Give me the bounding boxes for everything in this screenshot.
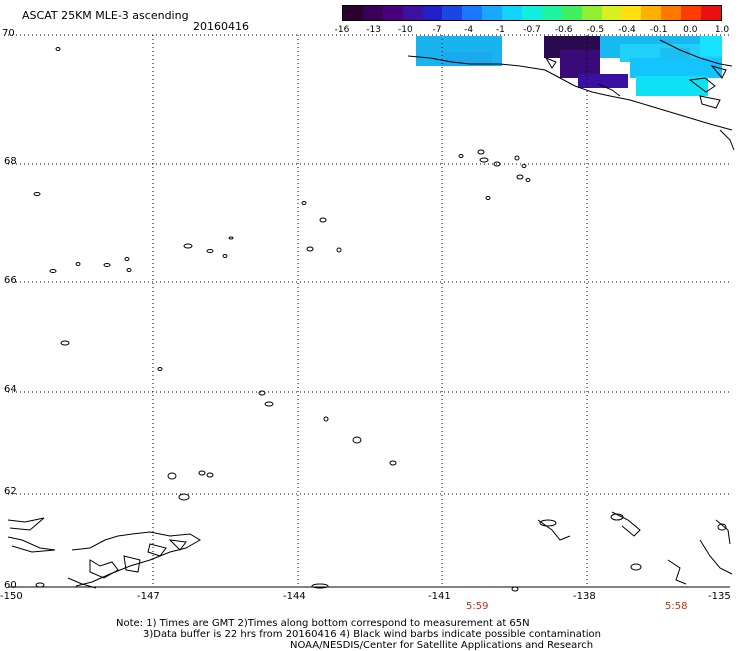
note-line-1: Note: 1) Times are GMT 2)Times along bot… — [116, 618, 530, 629]
product-date: 20160416 — [193, 20, 249, 33]
colorbar-swatch — [541, 6, 562, 20]
colorbar-swatch — [681, 6, 702, 20]
colorbar-swatch — [402, 6, 423, 20]
colorbar-swatch — [442, 6, 463, 20]
colorbar-label: -0.4 — [618, 25, 636, 35]
colorbar-swatch — [641, 6, 662, 20]
colorbar-swatch — [343, 6, 363, 20]
colorbar-label: -4 — [464, 25, 474, 35]
lon-label-150w: -150 — [0, 591, 23, 602]
product-title: ASCAT 25KM MLE-3 ascending — [22, 9, 189, 22]
swath-time-2: 5:58 — [665, 601, 688, 612]
colorbar-swatch — [482, 6, 503, 20]
lat-label-64: 64 — [4, 384, 17, 395]
colorbar-label: -0.1 — [649, 25, 668, 35]
wind-data-swath — [416, 36, 722, 96]
colorbar-swatch — [422, 6, 443, 20]
lat-label-70: 70 — [2, 28, 15, 39]
lon-label-141w: -141 — [428, 591, 451, 602]
colorbar-label: -0.7 — [523, 25, 541, 35]
colorbar-label: -0.5 — [586, 25, 605, 35]
lat-label-60: 60 — [4, 580, 17, 591]
lat-label-68: 68 — [4, 156, 17, 167]
lat-lon-grid — [8, 34, 730, 587]
note-line-3: NOAA/NESDIS/Center for Satellite Applica… — [290, 640, 594, 651]
lat-label-66: 66 — [4, 275, 17, 286]
colorbar-labels: -16 -13 -10 -7 -4 -1 -0.7 -0.6 -0.5 -0.4 -0.1 0.0 1.… — [330, 26, 740, 36]
swath-time-1: 5:59 — [466, 601, 489, 612]
colorbar-swatch — [502, 6, 523, 20]
colorbar-label: -13 — [366, 25, 382, 35]
lon-label-138w: -138 — [573, 591, 596, 602]
colorbar-label: 0.0 — [683, 25, 698, 35]
colorbar-swatch — [522, 6, 542, 20]
colorbar-swatch — [601, 6, 622, 20]
colorbar-swatch — [661, 6, 682, 20]
colorbar-swatch — [701, 6, 721, 20]
colorbar-label: -1 — [495, 25, 505, 35]
lon-label-135w: -135 — [708, 591, 731, 602]
lon-label-147w: -147 — [137, 591, 160, 602]
colorbar-swatch — [362, 6, 383, 20]
colorbar-swatch — [581, 6, 602, 20]
colorbar-label: -16 — [334, 25, 350, 35]
colorbar-swatch — [462, 6, 483, 20]
lat-label-62: 62 — [4, 486, 17, 497]
wind-speed-colorbar — [342, 5, 722, 21]
colorbar-swatch — [621, 6, 642, 20]
colorbar-label: -10 — [397, 25, 413, 35]
colorbar-label: 1.0 — [714, 25, 730, 35]
colorbar-label: -7 — [432, 25, 442, 35]
lon-label-144w: -144 — [283, 591, 306, 602]
colorbar-swatch — [561, 6, 582, 20]
colorbar-label: -0.6 — [554, 25, 573, 35]
colorbar-swatch — [382, 6, 403, 20]
coastline — [7, 39, 735, 592]
note-line-2: 3)Data buffer is 22 hrs from 20160416 4)… — [143, 629, 601, 640]
